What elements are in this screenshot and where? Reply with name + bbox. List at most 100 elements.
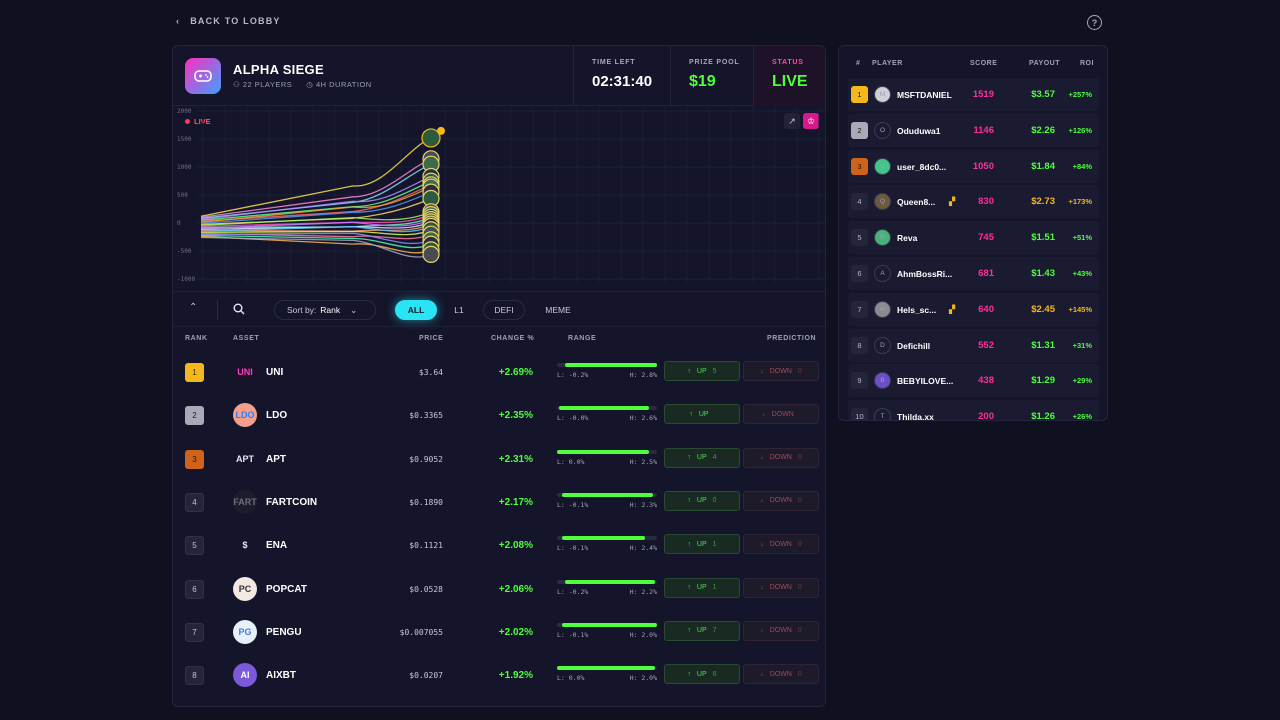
player-roi: +145% xyxy=(1068,304,1092,314)
predict-up-button[interactable]: ↑ UP 1 xyxy=(664,577,740,598)
player-name: Defichill xyxy=(897,340,931,351)
leaderboard-row[interactable]: 1 M MSFTDANIEL 1519 $3.57 +257% xyxy=(848,78,1099,111)
asset-price: $0.9052 xyxy=(409,454,443,464)
arrow-down-icon: ↓ xyxy=(762,410,766,418)
trend-icon[interactable]: ↗ xyxy=(784,113,800,129)
leaderboard-row[interactable]: 6 A AhmBossRi... 681 $1.43 +43% xyxy=(848,257,1099,290)
arrow-up-icon: ↑ xyxy=(689,410,693,418)
asset-name: ENA xyxy=(266,540,288,552)
avatar: A xyxy=(874,265,891,282)
predict-down-button[interactable]: ↓ DOWN 0 xyxy=(743,664,819,685)
predict-down-button[interactable]: ↓ DOWN 0 xyxy=(743,447,819,468)
leaderboard-row[interactable]: 5 R Reva 745 $1.51 +51% xyxy=(848,221,1099,255)
leaderboard-row[interactable]: 2 O Oduduwa1 1146 $2.26 +126% xyxy=(848,113,1099,147)
avatar: D xyxy=(874,336,891,354)
player-name: Queen8... xyxy=(897,197,936,208)
player-rank: 3 xyxy=(851,157,868,175)
player-rank: 10 xyxy=(851,408,868,420)
arrow-up-icon: ↑ xyxy=(687,497,691,505)
arrow-down-icon: ↓ xyxy=(760,454,764,462)
asset-logo-icon: LDO xyxy=(233,403,257,428)
table-row[interactable]: 1 UNI UNI $3.64 +2.69% L: -0.2% H: 2.8% … xyxy=(173,350,825,393)
range-low: L: 0.0% xyxy=(557,674,585,683)
prize-pool-stat: PRIZE POOL $19 xyxy=(670,46,750,106)
range-high: H: 2.3% xyxy=(629,500,657,509)
leaderboard-row[interactable]: 7 H Hels_sc... ▞ 640 $2.45 +145% xyxy=(848,292,1099,326)
search-icon[interactable] xyxy=(233,302,245,320)
table-row[interactable]: 5 $ ENA $0.1121 +2.08% L: -0.1% H: 2.4% … xyxy=(173,523,825,566)
player-payout: $1.43 xyxy=(1031,268,1055,279)
player-roi: +43% xyxy=(1072,269,1092,278)
back-label: BACK TO LOBBY xyxy=(190,16,281,26)
table-header: RANK ASSET PRICE CHANGE % RANGE PREDICTI… xyxy=(185,335,817,342)
sort-dropdown[interactable]: Sort by: Rank ⌄ xyxy=(274,300,376,320)
predict-down-button[interactable]: ↓ DOWN xyxy=(743,404,819,425)
player-score: 640 xyxy=(978,303,994,315)
leaderboard-row[interactable]: 8 D Defichill 552 $1.31 +31% xyxy=(848,328,1099,362)
rank-badge: 7 xyxy=(185,622,204,642)
table-row[interactable]: 7 PG PENGU $0.007055 +2.02% L: -0.1% H: … xyxy=(173,610,825,653)
player-score: 1519 xyxy=(972,89,994,100)
leaderboard-row[interactable]: 3 U user_8dc0... 1050 $1.84 +84% xyxy=(848,149,1099,183)
gamepad-icon xyxy=(185,58,221,94)
avatar: H xyxy=(874,300,891,318)
predict-up-button[interactable]: ↑ UP 7 xyxy=(664,620,740,641)
predict-down-button[interactable]: ↓ DOWN 0 xyxy=(743,490,819,511)
player-payout: $3.57 xyxy=(1031,89,1055,100)
chip-all[interactable]: ALL xyxy=(395,300,437,320)
player-rank: 1 xyxy=(851,86,868,103)
predict-up-button[interactable]: ↑ UP 0 xyxy=(664,490,740,511)
player-rank: 4 xyxy=(851,193,868,211)
predict-down-button[interactable]: ↓ DOWN 0 xyxy=(743,620,819,641)
arrow-up-icon: ↑ xyxy=(687,584,691,591)
table-row[interactable]: 6 PC POPCAT $0.0528 +2.06% L: -0.2% H: 2… xyxy=(173,567,825,610)
arrow-down-icon: ↓ xyxy=(760,627,764,635)
leaderboard-row[interactable]: 9 B BEBYILOVE... 438 $1.29 +29% xyxy=(848,364,1099,398)
range-high: H: 2.0% xyxy=(629,674,657,683)
predict-up-button[interactable]: ↑ UP 5 xyxy=(664,361,740,381)
trophy-icon[interactable]: ♔ xyxy=(803,113,819,129)
range-low: L: -0.1% xyxy=(557,500,589,509)
leaderboard-panel: # PLAYER SCORE PAYOUT ROI 1 M MSFTDANIEL… xyxy=(838,45,1108,421)
asset-change: +2.69% xyxy=(498,367,533,378)
asset-price: $0.1890 xyxy=(409,497,443,507)
back-to-lobby-link[interactable]: ‹ BACK TO LOBBY xyxy=(176,16,281,26)
predict-up-button[interactable]: ↑ UP 1 xyxy=(664,534,740,555)
player-name: Oduduwa1 xyxy=(897,125,941,136)
leaderboard-row[interactable]: 4 Q Queen8... ▞ 830 $2.73 +173% xyxy=(848,185,1099,219)
chip-meme[interactable]: MEME xyxy=(545,305,571,315)
chip-defi[interactable]: DEFI xyxy=(483,300,525,320)
live-indicator: LIVE xyxy=(185,117,211,126)
collapse-chevron-icon[interactable]: ⌃ xyxy=(189,302,198,313)
asset-change: +2.06% xyxy=(498,583,533,595)
users-icon: ⚇ xyxy=(233,80,243,89)
avatar: U xyxy=(874,157,891,175)
player-roi: +29% xyxy=(1072,376,1092,386)
player-rank: 8 xyxy=(851,336,868,354)
player-name: AhmBossRi... xyxy=(897,269,953,279)
question-circle-icon[interactable]: ? xyxy=(1087,15,1102,30)
arrow-down-icon: ↓ xyxy=(760,584,764,591)
arrow-down-icon: ↓ xyxy=(760,367,764,375)
table-row[interactable]: 3 APT APT $0.9052 +2.31% L: 0.0% H: 2.5%… xyxy=(173,437,825,480)
predict-down-button[interactable]: ↓ DOWN 0 xyxy=(743,577,819,598)
arrow-up-icon: ↑ xyxy=(687,454,691,462)
predict-down-button[interactable]: ↓ DOWN 0 xyxy=(743,361,819,381)
leaderboard-row[interactable]: 10 T Thilda.xx 200 $1.26 +26% xyxy=(848,400,1099,420)
chip-l1[interactable]: L1 xyxy=(454,305,464,315)
predict-up-button[interactable]: ↑ UP 6 xyxy=(664,664,740,685)
arrow-up-icon: ↑ xyxy=(687,367,691,375)
predict-down-button[interactable]: ↓ DOWN 0 xyxy=(743,534,819,555)
player-payout: $2.45 xyxy=(1031,303,1055,315)
player-payout: $2.26 xyxy=(1031,124,1055,136)
asset-price: $0.1121 xyxy=(409,541,443,551)
player-rank: 9 xyxy=(851,372,868,390)
game-title: ALPHA SIEGE xyxy=(233,62,324,77)
table-row[interactable]: 4 FART FARTCOIN $0.1890 +2.17% L: -0.1% … xyxy=(173,480,825,523)
predict-up-button[interactable]: ↑ UP xyxy=(664,404,740,425)
player-payout: $2.73 xyxy=(1031,196,1055,208)
predict-up-button[interactable]: ↑ UP 4 xyxy=(664,447,740,468)
avatar: R xyxy=(874,229,891,247)
table-row[interactable]: 8 AI AIXBT $0.0207 +1.92% L: 0.0% H: 2.0… xyxy=(173,653,825,696)
table-row[interactable]: 2 LDO LDO $0.3365 +2.35% L: -0.0% H: 2.6… xyxy=(173,393,825,436)
